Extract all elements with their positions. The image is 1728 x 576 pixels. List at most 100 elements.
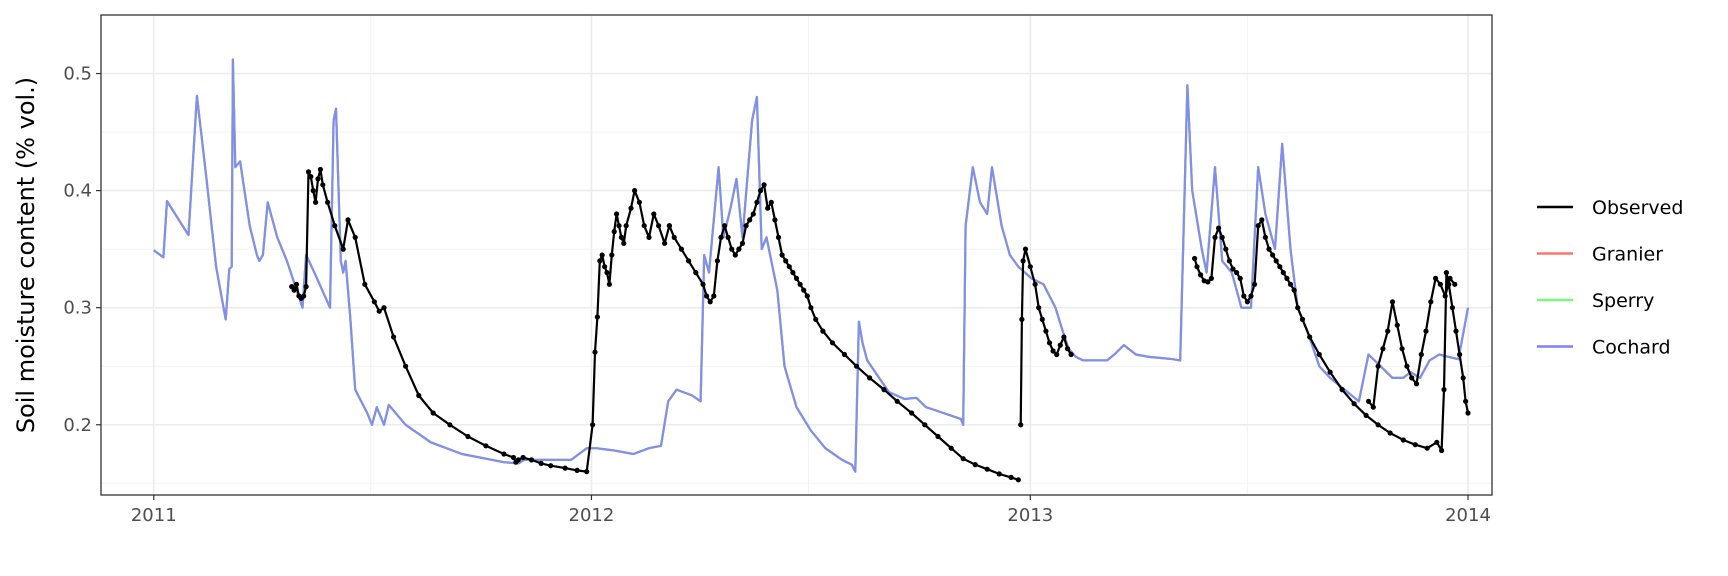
- data-point-observed: [562, 465, 568, 471]
- data-point-observed: [801, 287, 807, 293]
- legend-label-cochard: Cochard: [1592, 337, 1671, 359]
- data-point-observed: [520, 454, 526, 461]
- data-point-observed: [1205, 279, 1211, 285]
- data-point-observed: [935, 433, 941, 440]
- x-tick-label: 2011: [131, 505, 177, 526]
- data-point-observed: [1018, 422, 1024, 428]
- data-point-observed: [1050, 348, 1056, 354]
- data-point-observed: [1032, 281, 1038, 287]
- data-point-observed: [704, 293, 710, 299]
- data-point-observed: [867, 375, 873, 381]
- data-point-observed: [646, 234, 652, 240]
- y-tick-label: 0.3: [63, 298, 92, 319]
- data-point-observed: [313, 199, 319, 205]
- data-point-observed: [592, 349, 598, 355]
- data-point-observed: [732, 252, 738, 258]
- data-point-observed: [590, 422, 596, 428]
- data-point-observed: [1015, 477, 1021, 483]
- data-point-observed: [656, 223, 662, 229]
- y-tick-label: 0.4: [63, 181, 92, 202]
- data-point-observed: [1307, 334, 1313, 340]
- data-point-observed: [662, 240, 668, 246]
- data-point-observed: [718, 234, 724, 240]
- data-point-observed: [1442, 293, 1448, 299]
- data-point-observed: [686, 258, 692, 264]
- data-point-observed: [725, 234, 731, 240]
- data-point-observed: [308, 174, 314, 180]
- data-point-observed: [813, 316, 819, 322]
- y-tick-label: 0.2: [63, 415, 92, 436]
- data-point-observed: [1449, 305, 1455, 311]
- data-point-observed: [1463, 398, 1469, 404]
- data-point-observed: [618, 234, 625, 240]
- data-point-observed: [1027, 264, 1033, 270]
- data-point-observed: [1273, 258, 1279, 264]
- data-point-observed: [636, 199, 643, 205]
- data-point-observed: [1248, 293, 1254, 299]
- data-point-observed: [1046, 340, 1053, 346]
- data-point-observed: [1252, 281, 1258, 287]
- data-point-observed: [416, 392, 422, 399]
- data-point-observed: [1423, 328, 1429, 334]
- data-point-observed: [632, 188, 638, 194]
- data-point-observed: [641, 223, 647, 229]
- data-point-observed: [1428, 299, 1434, 305]
- data-point-observed: [1019, 316, 1025, 322]
- data-point-observed: [1437, 281, 1443, 287]
- data-point-observed: [739, 240, 746, 246]
- data-point-observed: [714, 258, 721, 264]
- data-point-observed: [729, 246, 735, 252]
- data-point-observed: [1413, 381, 1420, 387]
- legend-label-observed: Observed: [1592, 197, 1683, 219]
- data-point-observed: [1434, 439, 1440, 445]
- data-point-observed: [317, 166, 323, 173]
- data-point-observed: [584, 469, 590, 475]
- data-point-observed: [604, 270, 610, 276]
- data-point-observed: [599, 252, 605, 258]
- data-point-observed: [761, 182, 767, 188]
- data-point-observed: [340, 246, 346, 252]
- data-point-observed: [528, 457, 535, 463]
- x-axis: 2011 2012 2013 2014: [131, 495, 1491, 526]
- data-point-observed: [606, 281, 613, 287]
- data-point-observed: [1339, 387, 1345, 393]
- data-point-observed: [1262, 234, 1268, 240]
- data-point-observed: [1399, 346, 1405, 352]
- grid: [101, 15, 1492, 495]
- data-point-observed: [693, 270, 699, 276]
- data-point-observed: [345, 217, 351, 223]
- data-point-observed: [1259, 217, 1265, 223]
- data-point-observed: [548, 463, 554, 469]
- data-point-observed: [1008, 474, 1014, 480]
- data-point-observed: [1064, 346, 1071, 352]
- data-point-observed: [797, 281, 803, 287]
- data-point-observed: [352, 234, 358, 240]
- data-point-observed: [1280, 270, 1286, 276]
- data-point-observed: [1241, 293, 1247, 299]
- data-point-observed: [1287, 281, 1294, 287]
- data-point-observed: [1380, 346, 1386, 352]
- data-point-observed: [447, 422, 453, 428]
- data-point-observed: [1295, 305, 1301, 311]
- data-point-observed: [1418, 351, 1424, 358]
- data-point-observed: [841, 351, 848, 358]
- data-point-observed: [700, 281, 706, 287]
- data-point-observed: [1057, 342, 1063, 348]
- data-point-observed: [1412, 442, 1418, 448]
- data-point-observed: [1443, 270, 1449, 276]
- data-point-observed: [779, 252, 785, 258]
- data-point-observed: [1299, 316, 1306, 322]
- data-point-observed: [1266, 246, 1272, 252]
- data-point-observed: [1054, 351, 1060, 358]
- data-point-observed: [783, 258, 789, 264]
- data-point-observed: [1389, 299, 1396, 305]
- data-point-observed: [1022, 246, 1029, 252]
- data-point-observed: [391, 334, 397, 340]
- data-point-observed: [623, 223, 629, 229]
- panel-background: [101, 15, 1492, 495]
- data-point-observed: [1363, 412, 1369, 418]
- data-point-observed: [1370, 404, 1376, 410]
- data-point-observed: [538, 460, 544, 466]
- data-point-observed: [736, 246, 742, 252]
